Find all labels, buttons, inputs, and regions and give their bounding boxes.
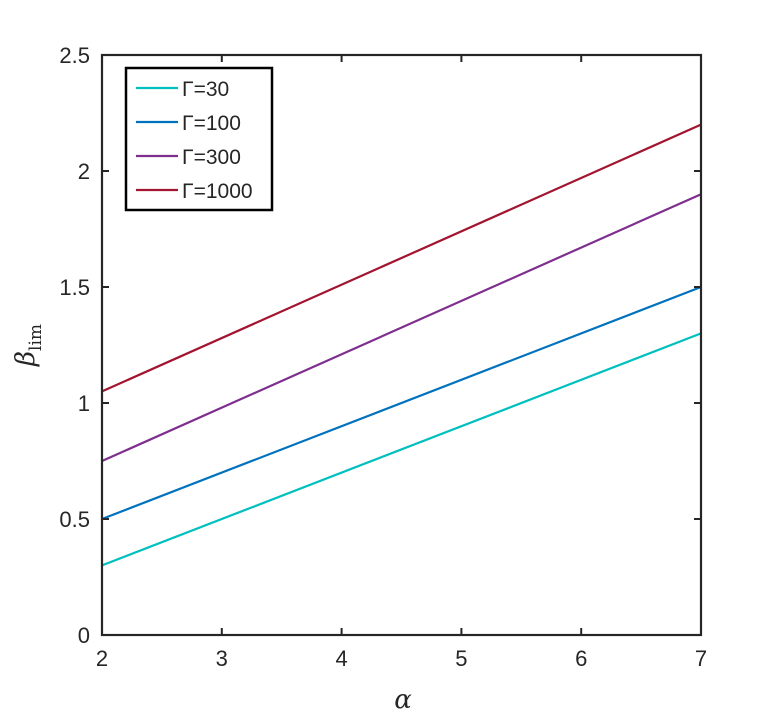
legend-label-3: Γ=1000	[182, 180, 253, 203]
x-tick-label-4: 6	[575, 646, 587, 671]
x-tick-label-3: 5	[455, 646, 467, 671]
axes-layer	[100, 53, 703, 637]
legend-label-2: Γ=300	[182, 146, 241, 169]
y-axis-label-subscript: lim	[26, 324, 46, 351]
legend-label-0: Γ=30	[182, 78, 229, 101]
y-axis-label-main: β	[11, 351, 41, 367]
y-axis-label: βlim	[11, 324, 46, 367]
y-tick-label-2: 1	[78, 391, 90, 416]
axes-box	[100, 53, 703, 637]
x-tick-label-2: 4	[335, 646, 347, 671]
x-tick-label-1: 3	[216, 646, 228, 671]
y-tick-label-0: 0	[78, 623, 90, 648]
series-line-1	[101, 285, 702, 521]
series-layer	[101, 123, 702, 567]
y-tick-label-5: 2.5	[59, 43, 90, 68]
series-line-3	[101, 123, 702, 393]
x-tick-label-5: 7	[695, 646, 707, 671]
y-tick-label-3: 1.5	[59, 275, 90, 300]
legend-box	[124, 66, 274, 212]
ticks-layer: 2 3 4 5 6 7 0 0.5 1 1.5 2 2.5	[59, 43, 707, 671]
x-tick-label-0: 2	[96, 646, 108, 671]
svg-text:βlim: βlim	[11, 324, 46, 367]
x-axis-label: α	[394, 685, 412, 715]
y-tick-label-1: 0.5	[59, 507, 90, 532]
series-line-2	[101, 193, 702, 463]
legend-label-1: Γ=100	[182, 112, 241, 135]
series-line-0	[101, 332, 702, 567]
legend: Γ=30 Γ=100 Γ=300 Γ=1000	[124, 66, 274, 212]
y-tick-label-4: 2	[78, 159, 90, 184]
